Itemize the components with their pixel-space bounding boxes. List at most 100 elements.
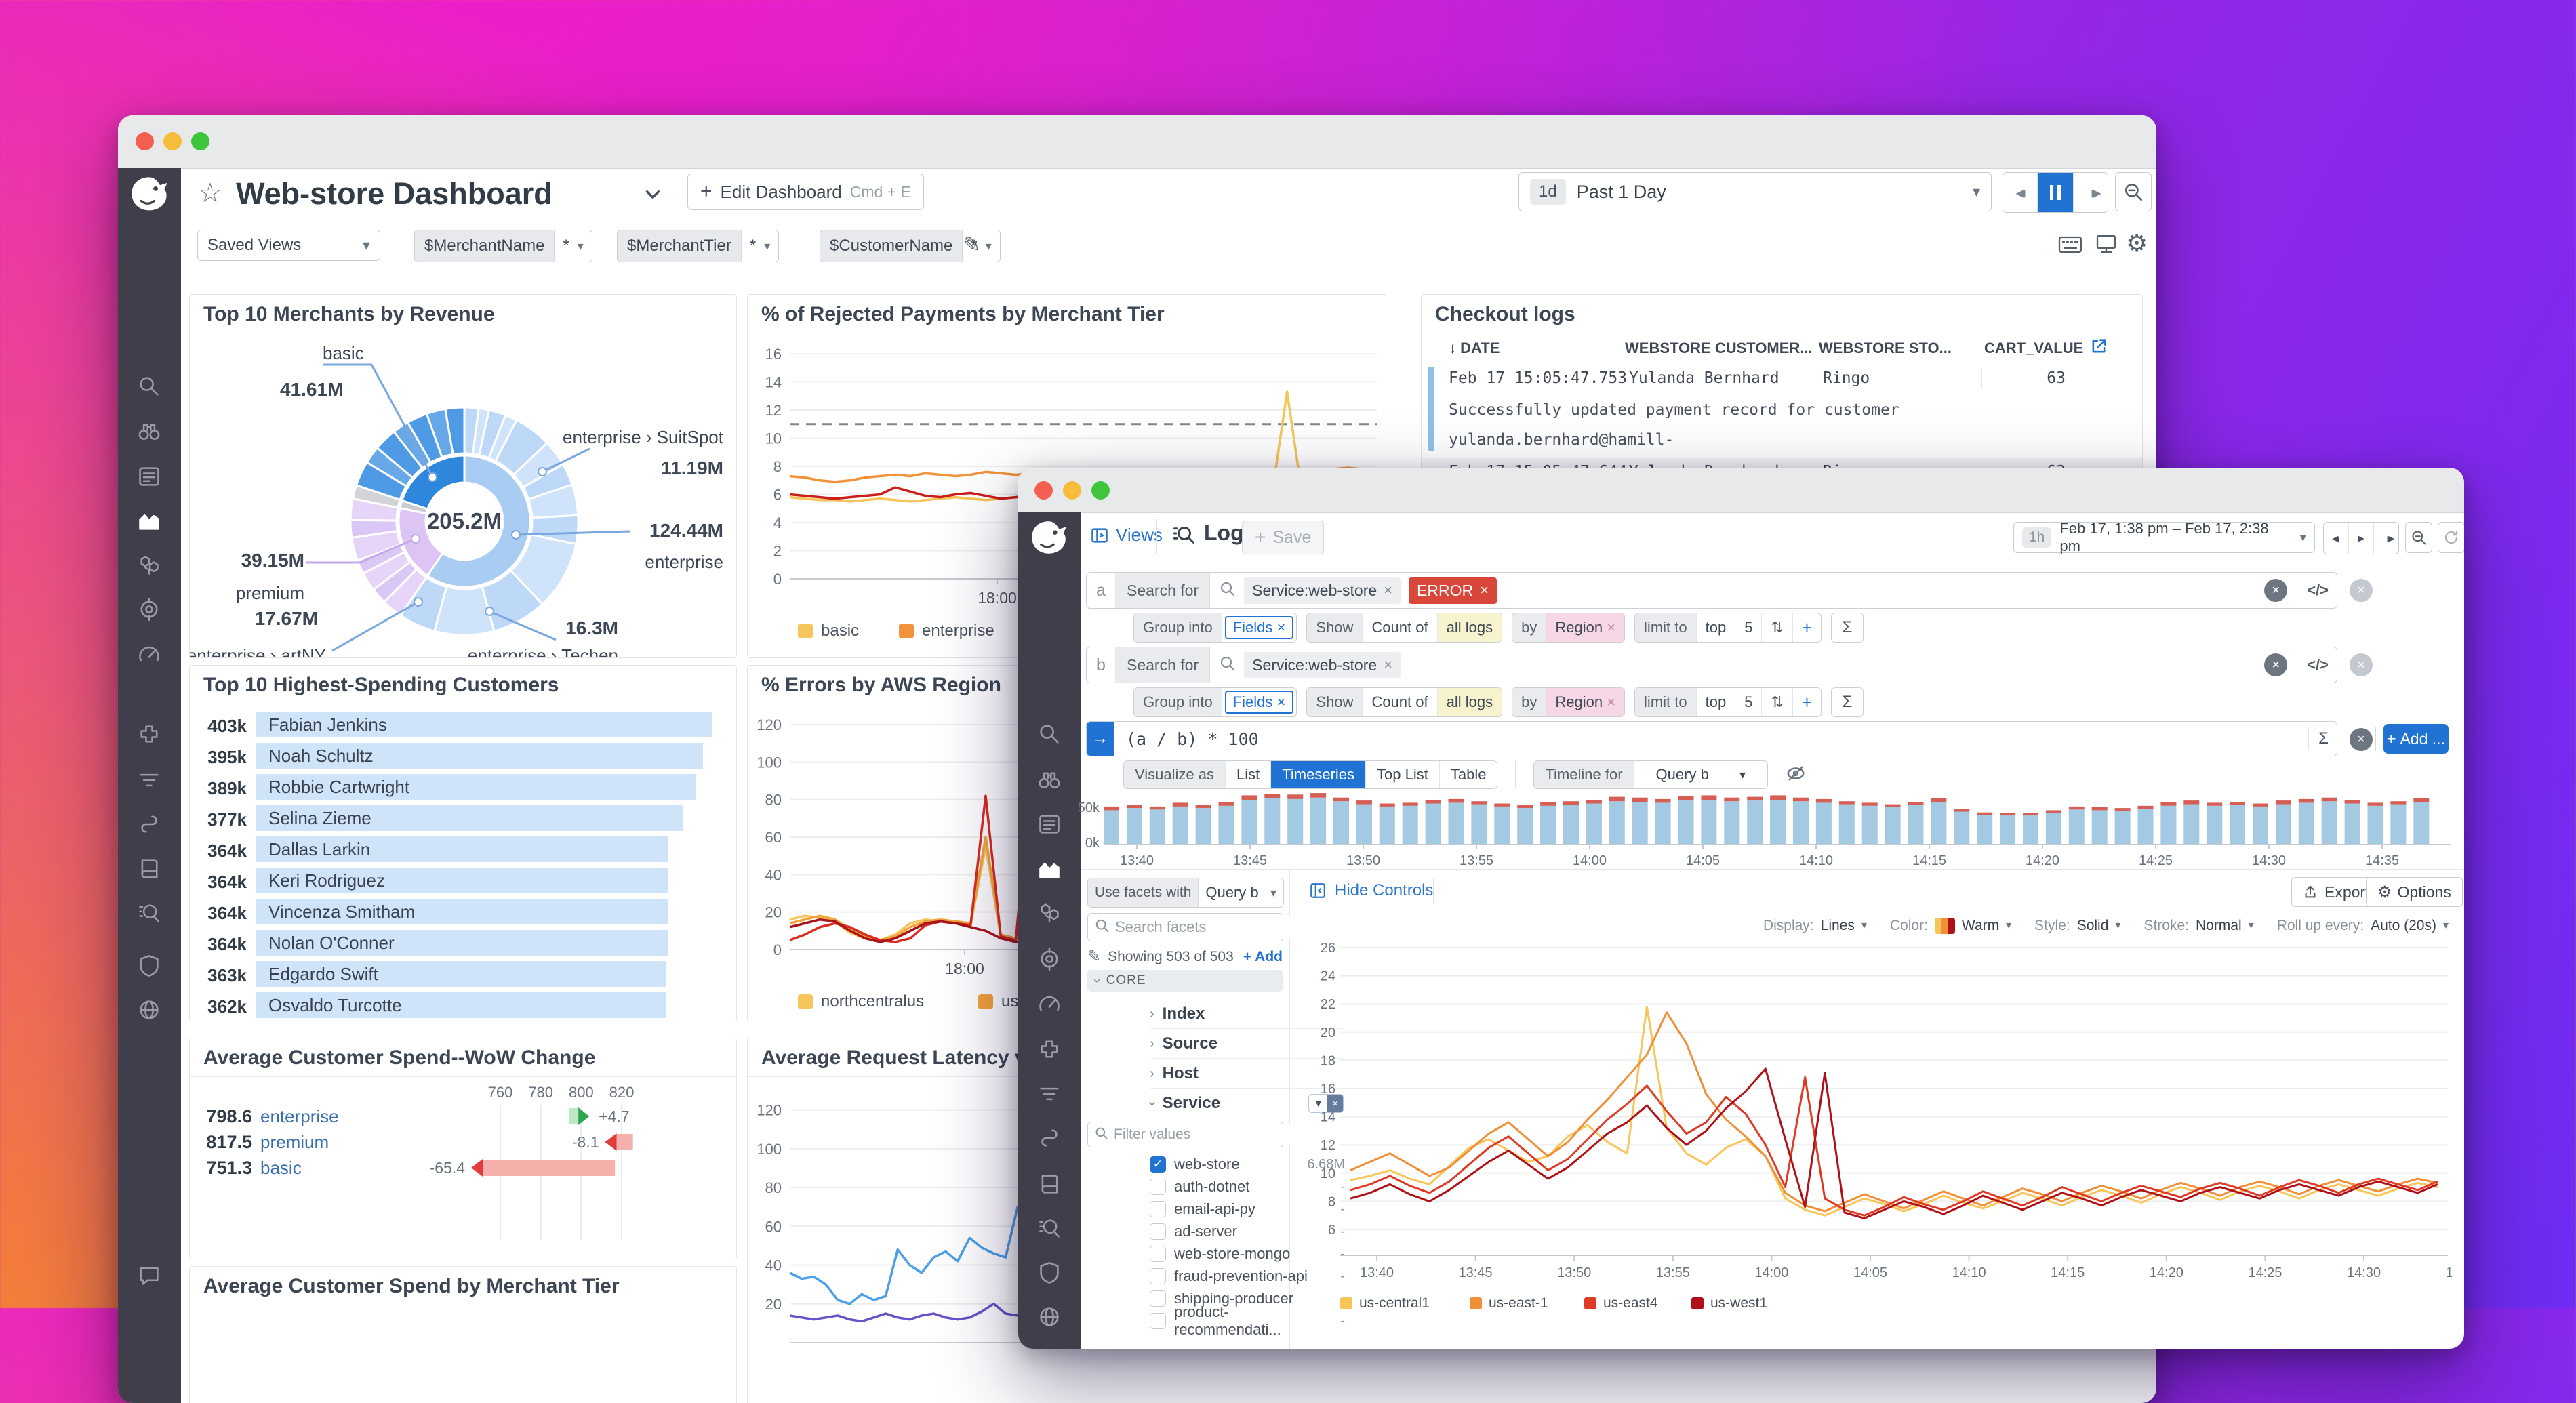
chat-icon[interactable] [134, 1261, 164, 1290]
book-icon[interactable] [134, 854, 164, 884]
viz-list-option[interactable]: List [1226, 761, 1272, 788]
window-titlebar[interactable] [1018, 468, 2464, 513]
code-view-icon[interactable]: </> [2307, 582, 2329, 598]
globe-icon[interactable] [1034, 1302, 1064, 1332]
facet-value-row[interactable]: ✓ web-store 6.68M [1150, 1154, 1345, 1175]
shield-icon[interactable] [134, 951, 164, 981]
time-forward-button[interactable]: ▸▸ [2387, 531, 2394, 545]
settings-gear-icon[interactable]: ⚙ [2126, 229, 2148, 257]
link-icon[interactable] [134, 809, 164, 839]
add-group-icon[interactable]: + [1801, 691, 1813, 712]
show-box[interactable]: Show Count of all logs [1306, 687, 1503, 717]
code-view-icon[interactable]: </> [2307, 656, 2329, 673]
template-variable[interactable]: $MerchantName * ▾ [414, 230, 592, 262]
logs-timeseries-chart[interactable]: 26 24 22 20 18 16 14 12 10 8 6 13:40 13:45 13:50 13:55… [1310, 937, 2464, 1330]
toplist-bar[interactable]: Fabian Jenkins [256, 712, 712, 737]
remove-query-a-icon[interactable]: × [2350, 579, 2373, 602]
toplist-bar[interactable]: Vincenza Smitham [256, 899, 668, 924]
add-query-button[interactable]: + Add ... [2383, 724, 2449, 754]
clear-query-icon[interactable]: × [2264, 579, 2288, 602]
column-store[interactable]: WEBSTORE STO... [1819, 340, 1952, 357]
shield-icon[interactable] [1034, 1258, 1064, 1288]
time-range-picker[interactable]: 1h Feb 17, 1:38 pm – Feb 17, 2:38 pm ▾ [2013, 520, 2315, 554]
hive-icon[interactable] [134, 550, 164, 580]
toplist-bar[interactable]: Keri Rodriguez [256, 868, 668, 893]
hive-icon[interactable] [1034, 898, 1064, 928]
style-value[interactable]: Solid [2076, 918, 2109, 933]
toplist-bar[interactable]: Selina Zieme [256, 805, 683, 831]
search-facets-input[interactable] [1115, 916, 1310, 939]
link-icon[interactable] [1034, 1123, 1064, 1153]
save-button[interactable]: + Save [1242, 521, 1325, 554]
puzzle-icon[interactable] [134, 719, 164, 749]
scope-icon[interactable] [134, 594, 164, 624]
minimize-window-button[interactable] [163, 132, 182, 150]
toplist-bar[interactable]: Noah Schultz [256, 743, 703, 769]
tv-mode-icon[interactable] [2095, 233, 2118, 255]
facet-checkbox[interactable] [1150, 1290, 1166, 1307]
facet-checkbox[interactable] [1150, 1179, 1166, 1195]
show-box[interactable]: Show Count of all logs [1306, 613, 1503, 643]
facet-value-row[interactable]: ad-server - [1150, 1221, 1345, 1242]
sort-order-icon[interactable]: ⇅ [1762, 613, 1793, 642]
facet-value-row[interactable]: shipping-producer - [1150, 1288, 1345, 1309]
gauge-icon[interactable] [134, 639, 164, 669]
viz-timeseries-option[interactable]: Timeseries [1271, 761, 1367, 788]
remove-formula-icon[interactable]: × [2350, 728, 2373, 751]
zoom-out-button[interactable] [2405, 522, 2432, 553]
column-customer[interactable]: WEBSTORE CUSTOMER... [1625, 340, 1813, 357]
use-facets-with-dropdown[interactable]: Use facets with Query b ▾ [1087, 878, 1284, 908]
binoculars-icon[interactable] [1034, 765, 1064, 795]
edit-facets-pencil-icon[interactable]: ✎ [1087, 948, 1102, 966]
toplist-bar[interactable]: Osvaldo Turcotte [256, 992, 666, 1018]
log-search-icon[interactable] [134, 898, 164, 928]
fields-chip[interactable]: Fields × [1224, 691, 1294, 714]
facet-checkbox[interactable] [1150, 1223, 1166, 1240]
gauge-icon[interactable] [1034, 989, 1064, 1019]
minimize-window-button[interactable] [1063, 481, 1081, 500]
filter-icon[interactable] [134, 765, 164, 795]
timeline-query-dropdown[interactable]: Query b ▾ [1634, 761, 1768, 788]
sigma-button[interactable]: Σ [1831, 613, 1864, 643]
facet-checkbox[interactable]: ✓ [1150, 1156, 1166, 1173]
facet-checkbox[interactable] [1150, 1201, 1166, 1217]
facet-value-row[interactable]: email-api-py - [1150, 1199, 1345, 1219]
report-icon[interactable] [1034, 809, 1064, 839]
globe-icon[interactable] [134, 995, 164, 1025]
time-backward-button[interactable]: ◂◂ [2324, 523, 2349, 554]
report-icon[interactable] [134, 462, 164, 491]
log-search-icon[interactable] [1034, 1213, 1064, 1243]
formula-row[interactable]: → Σ [1086, 721, 2337, 756]
maximize-window-button[interactable] [191, 132, 209, 150]
stroke-value[interactable]: Normal [2195, 918, 2242, 933]
refresh-button[interactable] [2438, 522, 2464, 553]
filter-chip-service[interactable]: Service:web-store × [1244, 577, 1401, 604]
window-titlebar[interactable] [118, 115, 2156, 169]
filter-icon[interactable] [1034, 1079, 1064, 1109]
facet-index[interactable]: › Index [1150, 1000, 1344, 1029]
facet-checkbox[interactable] [1150, 1268, 1166, 1284]
puzzle-icon[interactable] [1034, 1034, 1064, 1064]
facet-group-core[interactable]: › CORE [1087, 970, 1283, 992]
pause-button[interactable] [2038, 173, 2073, 212]
edit-dashboard-button[interactable]: + Edit Dashboard Cmd + E [687, 174, 924, 210]
add-group-icon[interactable]: + [1801, 617, 1813, 638]
binoculars-icon[interactable] [134, 417, 164, 447]
scope-icon[interactable] [1034, 944, 1064, 974]
variable-value-dropdown[interactable]: * ▾ [740, 230, 779, 262]
add-facet-button[interactable]: + Add [1243, 948, 1283, 964]
options-button[interactable]: ⚙ Options [2366, 877, 2463, 907]
facet-value-row[interactable]: fraud-prevention-api - [1150, 1266, 1345, 1286]
viz-toplist-option[interactable]: Top List [1366, 761, 1440, 788]
template-variable[interactable]: $CustomerName * ▾ [820, 230, 1001, 262]
hide-controls-button[interactable]: Hide Controls [1309, 881, 1433, 900]
facet-service[interactable]: › Service ▼ × [1145, 1089, 1344, 1118]
toplist-bar[interactable]: Edgardo Swift [256, 961, 667, 987]
search-icon[interactable] [134, 371, 164, 401]
remove-chip-icon[interactable]: × [1480, 582, 1489, 598]
rollup-value[interactable]: Auto (20s) [2371, 918, 2436, 933]
group-into-box[interactable]: Group into Fields × [1133, 687, 1297, 717]
saved-views-dropdown[interactable]: Saved Views ▾ [197, 230, 380, 261]
region-chip[interactable]: Region × [1546, 613, 1625, 642]
limit-box[interactable]: limit to top 5 ⇅ + [1634, 613, 1822, 643]
